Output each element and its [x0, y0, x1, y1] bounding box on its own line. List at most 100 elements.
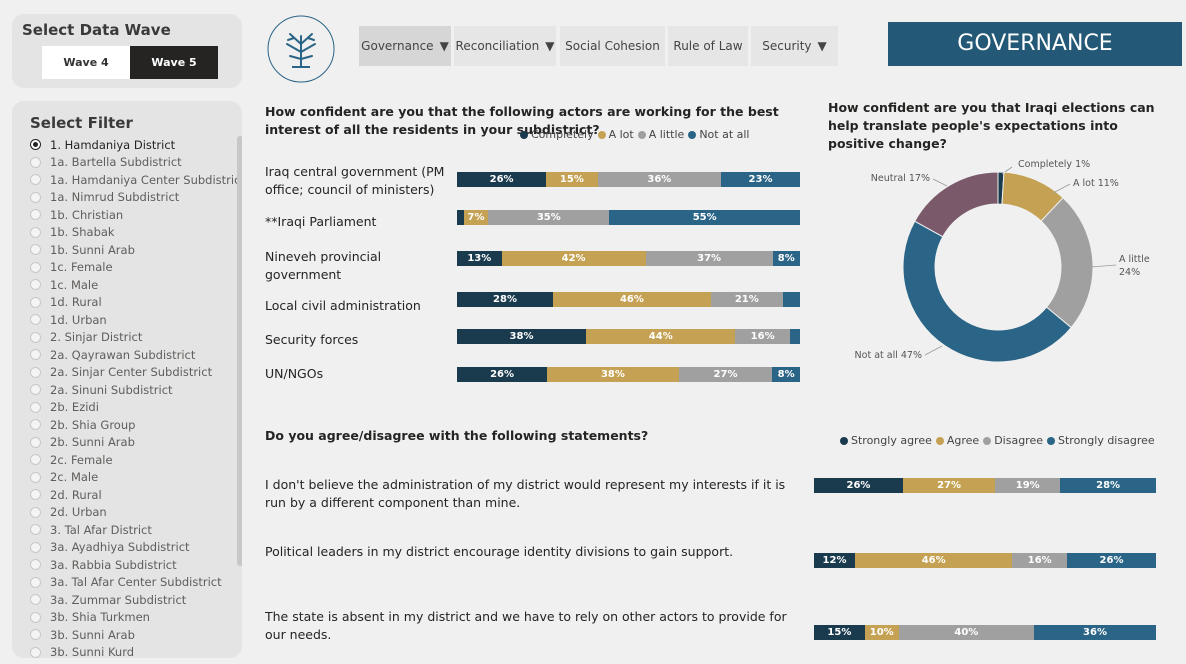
nav-security[interactable]: Security ▼ [751, 26, 838, 66]
radio-icon[interactable] [30, 174, 41, 186]
radio-icon[interactable] [30, 594, 41, 606]
bar-segment[interactable]: 26% [457, 367, 548, 382]
bar-segment[interactable]: 10% [864, 625, 899, 640]
radio-selected-icon[interactable] [30, 139, 41, 151]
nav-reconciliation[interactable]: Reconciliation ▼ [454, 26, 556, 66]
bar-segment[interactable]: 26% [814, 478, 903, 493]
radio-icon[interactable] [30, 524, 41, 536]
stacked-bar[interactable]: 15% 10% 40% 36% [814, 625, 1156, 640]
radio-icon[interactable] [30, 611, 41, 623]
bar-segment[interactable]: 8% [772, 251, 800, 266]
bar-segment[interactable]: 21% [710, 292, 783, 307]
bar-segment[interactable]: 16% [735, 329, 790, 344]
bar-segment[interactable]: 15% [814, 625, 865, 640]
wave-4-button[interactable]: Wave 4 [42, 46, 130, 79]
radio-icon[interactable] [30, 191, 41, 203]
radio-icon[interactable] [30, 279, 41, 291]
filter-item[interactable]: 2a. Sinuni Subdistrict [30, 381, 232, 399]
filter-scrollbar[interactable] [237, 136, 242, 566]
bar-segment[interactable]: 37% [645, 251, 773, 266]
radio-icon[interactable] [30, 261, 41, 273]
radio-icon[interactable] [30, 366, 41, 378]
bar-segment[interactable]: 23% [721, 172, 800, 187]
stacked-bar[interactable]: 12% 46% 16% 26% [814, 553, 1156, 568]
bar-segment[interactable]: 13% [457, 251, 502, 266]
stacked-bar[interactable]: 26% 15% 36% 23% [457, 172, 800, 187]
filter-item[interactable]: 3a. Zummar Subdistrict [30, 591, 232, 609]
bar-segment[interactable]: 38% [547, 367, 679, 382]
stacked-bar[interactable]: 38% 44% 16% [457, 329, 800, 344]
bar-segment[interactable]: 15% [546, 172, 598, 187]
filter-item[interactable]: 1b. Christian [30, 206, 232, 224]
filter-item[interactable]: 2b. Shia Group [30, 416, 232, 434]
bar-segment[interactable]: 26% [1067, 553, 1156, 568]
filter-item[interactable]: 1b. Sunni Arab [30, 241, 232, 259]
bar-segment[interactable]: 46% [553, 292, 711, 307]
filter-item[interactable]: 2b. Sunni Arab [30, 434, 232, 452]
bar-segment[interactable] [457, 210, 464, 225]
bar-segment[interactable] [782, 292, 800, 307]
donut-slice[interactable] [1040, 197, 1094, 329]
bar-segment[interactable]: 28% [457, 292, 554, 307]
nav-social-cohesion[interactable]: Social Cohesion [560, 26, 665, 66]
bar-segment[interactable]: 26% [457, 172, 547, 187]
radio-icon[interactable] [30, 576, 41, 588]
bar-segment[interactable]: 8% [772, 367, 800, 382]
filter-item[interactable]: 1c. Female [30, 259, 232, 277]
radio-icon[interactable] [30, 209, 41, 221]
filter-item[interactable]: 1a. Hamdaniya Center Subdistrict [30, 171, 242, 189]
bar-segment[interactable]: 27% [902, 478, 996, 493]
bar-segment[interactable]: 12% [814, 553, 856, 568]
stacked-bar[interactable]: 13% 42% 37% 8% [457, 251, 800, 266]
bar-segment[interactable]: 28% [1060, 478, 1156, 493]
stacked-bar[interactable]: 26% 38% 27% 8% [457, 367, 800, 382]
bar-segment[interactable]: 36% [1034, 625, 1156, 640]
radio-icon[interactable] [30, 541, 41, 553]
filter-item[interactable]: 1c. Male [30, 276, 232, 294]
filter-item[interactable]: 2d. Urban [30, 504, 232, 522]
nav-governance[interactable]: Governance ▼ [359, 26, 451, 66]
bar-segment[interactable]: 46% [855, 553, 1013, 568]
bar-segment[interactable]: 27% [678, 367, 773, 382]
filter-item[interactable]: 1b. Shabak [30, 224, 232, 242]
filter-item[interactable]: 3a. Ayadhiya Subdistrict [30, 539, 232, 557]
radio-icon[interactable] [30, 349, 41, 361]
bar-segment[interactable] [789, 329, 800, 344]
radio-icon[interactable] [30, 559, 41, 571]
radio-icon[interactable] [30, 314, 41, 326]
radio-icon[interactable] [30, 384, 41, 396]
filter-item[interactable]: 3a. Tal Afar Center Subdistrict [30, 574, 232, 592]
filter-item[interactable]: 2a. Qayrawan Subdistrict [30, 346, 232, 364]
filter-item[interactable]: 3a. Rabbia Subdistrict [30, 556, 232, 574]
filter-item[interactable]: 2c. Female [30, 451, 232, 469]
filter-item[interactable]: 1d. Urban [30, 311, 232, 329]
bar-segment[interactable]: 36% [597, 172, 722, 187]
bar-segment[interactable]: 44% [586, 329, 736, 344]
radio-icon[interactable] [30, 401, 41, 413]
bar-segment[interactable]: 55% [609, 210, 800, 225]
stacked-bar[interactable]: 28% 46% 21% [457, 292, 800, 307]
donut-slice[interactable] [914, 171, 999, 238]
bar-segment[interactable]: 38% [457, 329, 587, 344]
radio-icon[interactable] [30, 646, 41, 658]
radio-icon[interactable] [30, 436, 41, 448]
radio-icon[interactable] [30, 629, 41, 641]
radio-icon[interactable] [30, 419, 41, 431]
filter-item[interactable]: 2. Sinjar District [30, 329, 232, 347]
filter-item[interactable]: 1a. Nimrud Subdistrict [30, 189, 232, 207]
bar-segment[interactable]: 19% [995, 478, 1061, 493]
bar-segment[interactable]: 7% [463, 210, 489, 225]
filter-item[interactable]: 3b. Shia Turkmen [30, 609, 232, 627]
filter-item[interactable]: 2d. Rural [30, 486, 232, 504]
filter-item[interactable]: 1. Hamdaniya District [30, 136, 232, 154]
radio-icon[interactable] [30, 489, 41, 501]
bar-segment[interactable]: 35% [488, 210, 610, 225]
stacked-bar[interactable]: 7% 35% 55% [457, 210, 800, 225]
radio-icon[interactable] [30, 296, 41, 308]
radio-icon[interactable] [30, 156, 41, 168]
filter-item[interactable]: 2c. Male [30, 469, 232, 487]
donut-slice[interactable] [902, 220, 1072, 363]
stacked-bar[interactable]: 26% 27% 19% 28% [814, 478, 1156, 493]
radio-icon[interactable] [30, 471, 41, 483]
filter-item[interactable]: 1d. Rural [30, 294, 232, 312]
